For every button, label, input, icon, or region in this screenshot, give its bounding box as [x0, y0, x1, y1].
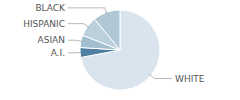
slice-label: HISPANIC — [23, 19, 65, 29]
slice-label: A.I. — [51, 48, 65, 58]
leader-line — [68, 52, 82, 53]
labels: WHITE A.I. ASIAN HISPANIC BLACK — [23, 3, 205, 84]
slice-label: ASIAN — [38, 35, 65, 45]
chart: WHITE A.I. ASIAN HISPANIC BLACK — [0, 0, 240, 100]
slice-label: BLACK — [35, 3, 66, 13]
leader-line — [149, 74, 172, 78]
slices — [80, 10, 160, 90]
slice-label: WHITE — [175, 74, 205, 84]
pie-slice — [81, 10, 160, 90]
leader-line — [68, 8, 107, 14]
pie-slice — [95, 10, 120, 50]
leader-line — [68, 40, 83, 41]
leader-line — [68, 24, 89, 28]
